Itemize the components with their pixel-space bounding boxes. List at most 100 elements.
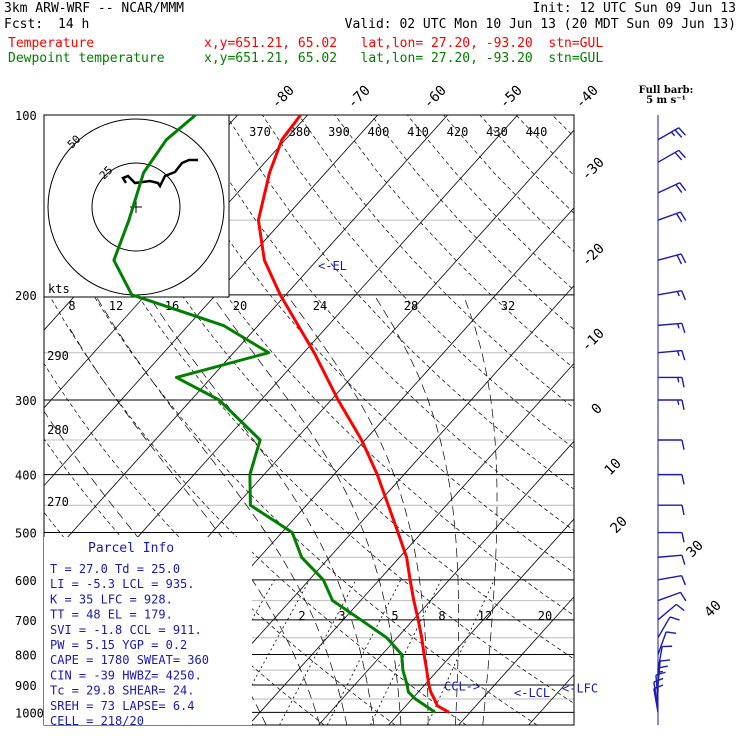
- theta-label-370: 370: [249, 125, 271, 139]
- isotherm-label-right-0: 0: [589, 401, 606, 418]
- pressure-label-900: 900: [15, 679, 37, 693]
- isotherm-40: [528, 673, 574, 725]
- parcel-row: PW = 5.15 YGP = 0.2: [50, 638, 187, 652]
- forecast-label: Fcst:: [4, 17, 44, 32]
- hodo-speed-label-20: 20: [233, 299, 247, 313]
- wind-barb-flag: [681, 474, 685, 485]
- legend-dewpoint: Dewpoint temperature: [8, 51, 165, 66]
- level-marker: <-LCL: [514, 686, 550, 700]
- hodo-speed-label-32: 32: [501, 299, 515, 313]
- mixing-ratio-label-8: 8: [438, 609, 445, 623]
- wind-barb: [655, 675, 659, 700]
- wind-barb-flag: [679, 182, 687, 192]
- wind-barb-flag: [680, 290, 686, 301]
- forecast-hours: 14 h: [58, 17, 90, 32]
- theta-label-440: 440: [526, 125, 548, 139]
- dry-adiabat-290: [44, 362, 396, 725]
- wind-barb-flag: [681, 439, 685, 450]
- wind-barb-flag: [681, 323, 686, 334]
- wind-barb: [657, 646, 663, 671]
- isotherm-label-right--30: -30: [579, 155, 608, 184]
- parcel-row: Tc = 29.8 SHEAR= 24.: [50, 684, 195, 698]
- series-dewpoint-temperature: [112, 115, 436, 714]
- isotherm-label-top--80: -80: [269, 83, 298, 112]
- wind-barb-flag: [680, 253, 687, 264]
- wind-barb-flag: [680, 575, 686, 586]
- model-title: 3km ARW-WRF -- NCAR/MMM: [4, 1, 185, 16]
- pressure-label-300: 300: [15, 394, 37, 408]
- isotherm-label-top--50: -50: [497, 83, 526, 112]
- wind-barb-flag: [666, 631, 677, 635]
- pressure-label-400: 400: [15, 469, 37, 483]
- wind-barb: [657, 211, 681, 221]
- parcel-row: TT = 48 EL = 179.: [50, 608, 173, 622]
- wind-barb: [657, 127, 680, 141]
- hodo-speed-label-28: 28: [404, 299, 418, 313]
- theta-label-430: 430: [486, 125, 508, 139]
- moist-adiabat-28: [373, 294, 459, 725]
- isotherm-label-right-20: 20: [608, 514, 631, 537]
- wind-barb-flag: [674, 129, 683, 138]
- pressure-label-500: 500: [15, 527, 37, 541]
- level-marker: <-LFC: [562, 682, 598, 696]
- wind-barb: [657, 554, 682, 558]
- wind-barb-flag: [676, 323, 680, 329]
- wind-barb: [657, 149, 680, 163]
- wind-barb-flag: [676, 377, 680, 383]
- wind-barb: [657, 631, 667, 655]
- wind-barb-flag: [675, 213, 683, 223]
- wind-barb-flag: [679, 592, 687, 602]
- mixing-ratio-5: [279, 579, 357, 725]
- hodograph-trace: [121, 158, 198, 189]
- mixing-ratio-label-20: 20: [538, 609, 552, 623]
- dry-adiabat-350: [153, 115, 574, 574]
- dry-adiabat-410: [370, 115, 574, 330]
- isotherm-label-right--20: -20: [579, 241, 608, 270]
- hodo-ring-25: [91, 162, 181, 252]
- wind-barb: [653, 688, 659, 713]
- pressure-label-700: 700: [15, 614, 37, 628]
- valid-time: Valid: 02 UTC Mon 10 Jun 13 (20 MDT Sun …: [344, 17, 736, 32]
- dry-adiabat-400: [334, 115, 574, 369]
- wind-barb: [657, 616, 671, 639]
- isotherm-10: [318, 440, 574, 725]
- pressure-label-600: 600: [15, 574, 37, 588]
- dry-adiabat-340: [117, 115, 574, 616]
- wind-barb: [653, 682, 659, 706]
- wind-barb: [657, 603, 677, 621]
- wind-barb-flag: [681, 505, 685, 516]
- isotherm--10: [178, 285, 574, 725]
- mixing-ratio-label-2: 2: [298, 609, 305, 623]
- moist-adiabat-24: [286, 294, 429, 725]
- wind-barb-flag: [669, 616, 680, 621]
- parcel-row: CAPE = 1780 SWEAT= 360: [50, 653, 209, 667]
- barb-scale-note: Full barb: 5 m s⁻¹: [634, 86, 698, 106]
- wind-barb: [657, 591, 681, 602]
- mixing-ratio-label-12: 12: [478, 609, 492, 623]
- pressure-label-200: 200: [15, 289, 37, 303]
- parcel-title: Parcel Info: [88, 541, 174, 556]
- dry-adiabat-450: [515, 115, 574, 176]
- dry-adiabat-370: [225, 115, 574, 490]
- wind-barb-flag: [681, 554, 686, 565]
- wind-barb-flag: [679, 211, 687, 221]
- hodo-speed-label-24: 24: [313, 299, 327, 313]
- wind-barb-flag: [676, 254, 683, 265]
- parcel-row: CIN = -39 HWBZ= 4250.: [50, 668, 202, 682]
- hodo-speed-label-12: 12: [109, 299, 123, 313]
- theta-label-380: 380: [289, 125, 311, 139]
- level-marker: CCL->: [444, 679, 480, 693]
- theta-label-410: 410: [407, 125, 429, 139]
- isotherm-label-right-40: 40: [702, 598, 725, 621]
- isotherm-0: [248, 362, 574, 725]
- moist-adiabat-20: [210, 294, 402, 725]
- mixing-ratio-label-5: 5: [391, 609, 398, 623]
- wind-barb-flag: [681, 350, 686, 361]
- dry-adiabat-430: [443, 115, 574, 253]
- theta-label-left-290: 290: [47, 349, 69, 363]
- barb-note-line1: Full barb:: [638, 85, 694, 96]
- isotherm-label-top--70: -70: [345, 83, 374, 112]
- dry-adiabat-390: [298, 115, 574, 409]
- barb-note-line2: 5 m s⁻¹: [646, 95, 686, 106]
